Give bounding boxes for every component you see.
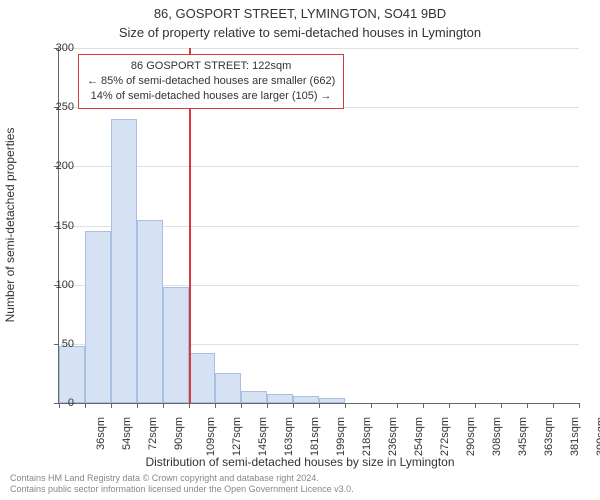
y-tick-label: 50	[44, 338, 74, 350]
y-tick-label: 250	[44, 101, 74, 113]
x-tick-label: 236sqm	[387, 417, 399, 456]
x-tick-label: 127sqm	[231, 417, 243, 456]
x-tick	[163, 403, 164, 408]
x-tick	[111, 403, 112, 408]
x-tick-label: 308sqm	[491, 417, 503, 456]
y-tick-label: 0	[44, 397, 74, 409]
histogram-bar	[189, 353, 215, 403]
x-tick-label: 363sqm	[543, 417, 555, 456]
histogram-bar	[215, 373, 241, 403]
x-tick-label: 90sqm	[173, 417, 185, 450]
x-tick-label: 254sqm	[413, 417, 425, 456]
x-tick-label: 109sqm	[205, 417, 217, 456]
x-tick	[371, 403, 372, 408]
x-tick-label: 181sqm	[309, 417, 321, 456]
credits-line1: Contains HM Land Registry data © Crown c…	[10, 473, 354, 485]
chart-title-sub: Size of property relative to semi-detach…	[0, 25, 600, 40]
credits: Contains HM Land Registry data © Crown c…	[10, 473, 354, 496]
x-tick	[293, 403, 294, 408]
x-tick	[501, 403, 502, 408]
x-tick-label: 345sqm	[517, 417, 529, 456]
x-tick-label: 163sqm	[283, 417, 295, 456]
info-line: 86 GOSPORT STREET: 122sqm	[87, 59, 335, 74]
y-axis-label: Number of semi-detached properties	[3, 128, 17, 323]
y-tick-label: 150	[44, 220, 74, 232]
y-tick-label: 100	[44, 279, 74, 291]
gridline	[59, 48, 579, 49]
x-tick-label: 272sqm	[439, 417, 451, 456]
x-tick	[267, 403, 268, 408]
x-tick	[345, 403, 346, 408]
y-tick-label: 300	[44, 42, 74, 54]
info-line: ← 85% of semi-detached houses are smalle…	[87, 74, 335, 89]
x-tick-label: 54sqm	[121, 417, 133, 450]
info-line: 14% of semi-detached houses are larger (…	[87, 89, 335, 104]
x-tick-label: 36sqm	[95, 417, 107, 450]
x-tick	[85, 403, 86, 408]
x-tick	[553, 403, 554, 408]
histogram-bar	[241, 391, 267, 403]
histogram-bar	[319, 398, 345, 403]
x-tick	[319, 403, 320, 408]
x-axis-title: Distribution of semi-detached houses by …	[0, 455, 600, 469]
histogram-bar	[137, 220, 163, 403]
x-tick-label: 145sqm	[257, 417, 269, 456]
histogram-bar	[111, 119, 137, 403]
x-tick	[397, 403, 398, 408]
x-tick	[423, 403, 424, 408]
x-tick	[215, 403, 216, 408]
x-tick-label: 72sqm	[147, 417, 159, 450]
histogram-bar	[267, 394, 293, 403]
histogram-bar	[85, 231, 111, 403]
x-tick	[137, 403, 138, 408]
histogram-bar	[59, 346, 85, 403]
x-tick-label: 399sqm	[595, 417, 600, 456]
histogram-bar	[293, 396, 319, 403]
credits-line2: Contains public sector information licen…	[10, 484, 354, 496]
property-info-box: 86 GOSPORT STREET: 122sqm← 85% of semi-d…	[78, 54, 344, 109]
x-tick	[579, 403, 580, 408]
x-tick-label: 290sqm	[465, 417, 477, 456]
x-tick-label: 381sqm	[569, 417, 581, 456]
gridline	[59, 166, 579, 167]
x-tick-label: 199sqm	[335, 417, 347, 456]
x-tick	[189, 403, 190, 408]
x-tick	[241, 403, 242, 408]
y-tick-label: 200	[44, 160, 74, 172]
x-tick	[449, 403, 450, 408]
x-tick	[475, 403, 476, 408]
histogram-bar	[163, 287, 189, 403]
x-tick-label: 218sqm	[361, 417, 373, 456]
x-tick	[527, 403, 528, 408]
chart-title-main: 86, GOSPORT STREET, LYMINGTON, SO41 9BD	[0, 6, 600, 21]
